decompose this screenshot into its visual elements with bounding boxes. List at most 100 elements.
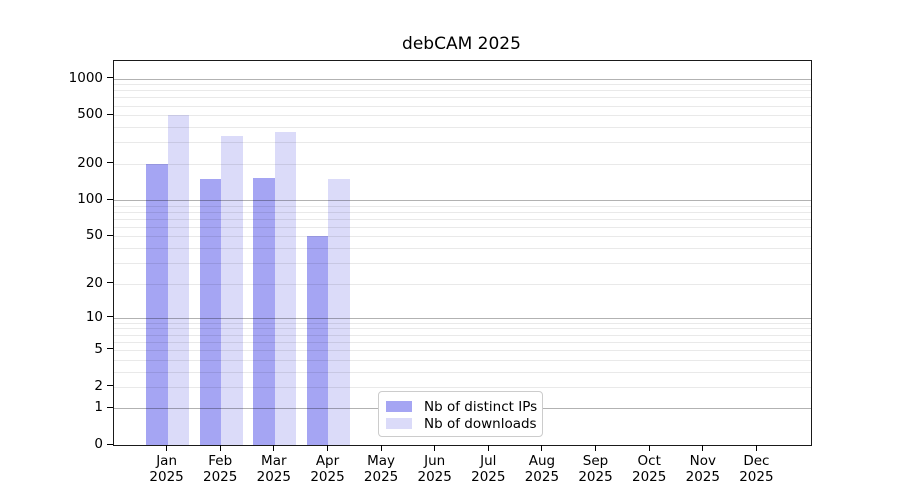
- x-tick-month: Nov: [689, 453, 716, 469]
- x-tick-year: 2025: [363, 469, 399, 485]
- x-tick-year: 2025: [739, 469, 774, 485]
- y-tick-label: 500: [77, 106, 103, 123]
- chart-title: debCAM 2025: [402, 34, 521, 54]
- y-tick-label: 2: [94, 377, 103, 394]
- gridline-minor: [114, 359, 811, 361]
- y-tick-mark: [107, 198, 113, 200]
- gridline-minor: [114, 248, 811, 249]
- x-tick-label: Jul 2025: [453, 453, 523, 485]
- y-tick-mark: [107, 234, 113, 236]
- gridline-major: [114, 200, 811, 202]
- gridline-minor: [114, 334, 811, 336]
- y-tick-label: 5: [94, 340, 103, 357]
- x-tick-month: Oct: [637, 453, 661, 469]
- gridline-minor: [114, 115, 811, 117]
- x-tick-mark: [380, 445, 382, 451]
- y-tick-mark: [107, 282, 113, 283]
- x-tick-label: Dec 2025: [721, 453, 791, 485]
- y-tick-label: 1: [94, 399, 103, 416]
- x-tick-label: Feb 2025: [185, 453, 255, 485]
- x-tick-month: Jan: [156, 453, 177, 469]
- bar-distinct-ips: [199, 178, 222, 445]
- gridline-minor: [114, 90, 811, 92]
- y-tick-label: 1000: [68, 69, 103, 86]
- legend-label: Nb of downloads: [424, 415, 537, 432]
- x-tick-mark: [648, 445, 650, 451]
- x-tick-mark: [755, 445, 757, 451]
- legend: Nb of distinct IPs Nb of downloads: [378, 391, 543, 437]
- x-tick-mark: [327, 445, 328, 451]
- y-tick-label: 100: [77, 191, 103, 208]
- bar-downloads: [167, 114, 190, 445]
- x-tick-month: Aug: [528, 453, 556, 469]
- x-tick-month: Mar: [261, 453, 287, 469]
- gridline-minor: [114, 105, 811, 107]
- x-tick-month: May: [367, 453, 396, 469]
- y-tick-mark: [107, 316, 113, 318]
- gridline-minor: [114, 226, 811, 228]
- gridline-minor: [114, 205, 811, 207]
- x-tick-year: 2025: [685, 469, 720, 485]
- x-tick-label: Oct 2025: [614, 453, 684, 485]
- gridline-minor: [114, 84, 811, 85]
- bar-distinct-ips: [146, 163, 168, 445]
- x-tick-year: 2025: [524, 469, 560, 485]
- gridline-minor: [114, 211, 811, 213]
- y-tick-mark: [107, 77, 113, 78]
- x-tick-label: Nov 2025: [668, 453, 738, 485]
- bar-distinct-ips: [306, 236, 329, 445]
- gridline-minor: [114, 262, 811, 264]
- x-tick-mark: [702, 445, 704, 451]
- y-tick-mark: [107, 385, 113, 387]
- x-tick-year: 2025: [578, 469, 613, 485]
- gridline-minor: [114, 349, 811, 351]
- x-tick-year: 2025: [471, 469, 506, 485]
- gridline-minor: [114, 218, 811, 220]
- x-tick-year: 2025: [149, 469, 184, 485]
- gridline-minor: [114, 163, 811, 165]
- gridline-minor: [114, 386, 811, 388]
- y-tick-mark: [107, 162, 113, 164]
- x-tick-mark: [541, 445, 543, 451]
- bar-downloads: [328, 179, 350, 445]
- gridline-minor: [114, 236, 811, 238]
- x-tick-year: 2025: [632, 469, 667, 485]
- x-tick-month: Jun: [424, 453, 446, 469]
- y-tick-label: 50: [85, 227, 103, 244]
- x-tick-mark: [219, 445, 221, 451]
- y-tick-mark: [107, 113, 113, 115]
- y-tick-label: 200: [77, 154, 103, 171]
- gridline-minor: [114, 371, 811, 373]
- x-tick-label: Jun 2025: [400, 453, 470, 485]
- x-tick-month: Sep: [582, 453, 609, 469]
- bar-distinct-ips: [253, 177, 275, 445]
- x-tick-label: Mar 2025: [239, 453, 309, 485]
- legend-swatch: [386, 418, 412, 429]
- x-tick-month: Jul: [480, 453, 497, 469]
- x-tick-year: 2025: [203, 469, 238, 485]
- gridline-minor: [114, 328, 811, 330]
- legend-item: Nb of downloads: [386, 415, 537, 432]
- x-tick-label: Jan 2025: [132, 453, 202, 485]
- gridline-minor: [114, 341, 811, 343]
- x-tick-mark: [273, 445, 275, 451]
- x-tick-year: 2025: [310, 469, 345, 485]
- x-tick-year: 2025: [417, 469, 452, 485]
- y-tick-label: 20: [85, 274, 103, 291]
- gridline-minor: [114, 127, 811, 128]
- y-tick-label: 0: [94, 436, 103, 452]
- x-tick-label: Apr 2025: [293, 453, 363, 485]
- x-tick-label: Aug 2025: [507, 453, 577, 485]
- x-tick-mark: [166, 445, 168, 451]
- x-tick-label: Sep 2025: [561, 453, 631, 485]
- legend-item: Nb of distinct IPs: [386, 398, 537, 415]
- x-tick-mark: [595, 445, 596, 451]
- y-tick-label: 10: [85, 308, 103, 325]
- legend-swatch: [386, 401, 412, 412]
- x-tick-mark: [487, 445, 489, 451]
- x-tick-month: Apr: [315, 453, 340, 469]
- gridline-minor: [114, 322, 811, 324]
- x-tick-mark: [434, 445, 436, 451]
- gridline-minor: [114, 97, 811, 99]
